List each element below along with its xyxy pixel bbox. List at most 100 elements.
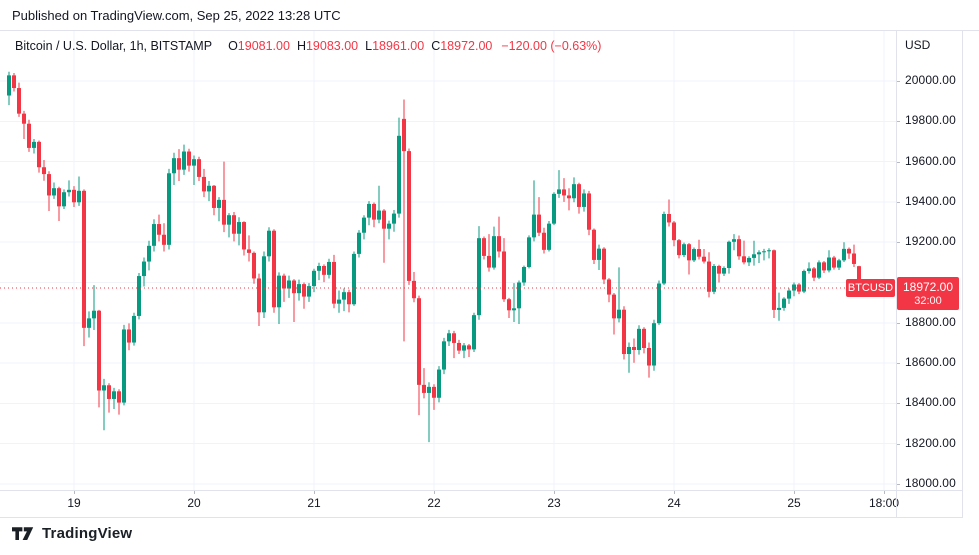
candle <box>607 278 611 303</box>
candle <box>247 235 251 262</box>
candle <box>387 220 391 240</box>
candle <box>577 182 581 214</box>
candle <box>377 185 381 224</box>
price-axis-tick <box>896 363 900 365</box>
candle <box>832 255 836 270</box>
chart-legend[interactable]: Bitcoin / U.S. Dollar, 1h, BITSTAMP O1908… <box>15 39 601 53</box>
candle <box>837 258 841 271</box>
candle <box>662 211 666 286</box>
candle <box>32 139 36 154</box>
candle <box>667 199 671 227</box>
candle <box>307 283 311 302</box>
price-axis-label: 19400.00 <box>905 193 956 208</box>
time-axis-label: 22 <box>427 496 441 510</box>
time-axis-label: 25 <box>787 496 801 510</box>
price-axis-label: 19800.00 <box>905 113 956 128</box>
candle <box>77 176 81 206</box>
candle <box>62 189 66 209</box>
price-axis-tick <box>896 161 900 163</box>
price-axis-label: 20000.00 <box>905 73 956 87</box>
candle <box>162 223 166 252</box>
candle <box>112 387 116 410</box>
price-axis-tick <box>896 242 900 244</box>
candle <box>777 292 781 321</box>
candle <box>342 288 346 312</box>
candle <box>242 221 246 256</box>
high-label: H <box>296 39 306 53</box>
price-axis[interactable]: USD 20000.00 19800.00 19600.00 19400.00 1920… <box>896 30 979 517</box>
time-axis-tick <box>314 490 315 494</box>
candle <box>822 260 826 274</box>
candle <box>227 213 231 238</box>
candle <box>357 230 361 258</box>
published-bar: Published on TradingView.com, Sep 25, 20… <box>0 0 979 30</box>
candle <box>352 251 356 306</box>
candle <box>167 168 171 250</box>
time-axis-tick <box>434 490 435 494</box>
change-value: −120.00 (−0.63%) <box>501 39 602 53</box>
candle <box>507 297 511 318</box>
candle <box>852 244 856 267</box>
candle <box>427 382 431 443</box>
candle <box>582 189 586 212</box>
candle <box>362 215 366 240</box>
candle <box>467 343 471 358</box>
candle <box>147 240 151 271</box>
candle <box>47 171 51 211</box>
candle <box>642 327 646 354</box>
candle <box>302 282 306 309</box>
candlestick-plot[interactable] <box>0 30 979 490</box>
price-axis-label: 19200.00 <box>905 234 956 249</box>
time-axis[interactable]: 19 20 21 22 23 24 25 18:00 <box>0 490 962 517</box>
candle <box>422 368 426 399</box>
price-axis-label: 18400.00 <box>905 395 956 410</box>
candle <box>127 323 131 351</box>
candle <box>22 110 26 140</box>
candle <box>272 229 276 313</box>
open-value: 19081.00 <box>237 39 290 53</box>
candle <box>567 188 571 211</box>
time-axis-tick <box>884 490 885 494</box>
price-axis-tick <box>896 443 900 445</box>
footer-brand[interactable]: TradingView <box>12 525 132 542</box>
candle <box>572 177 576 203</box>
candle <box>522 265 526 286</box>
candle <box>462 342 466 359</box>
candle <box>452 330 456 359</box>
candle <box>152 219 156 252</box>
candle <box>767 248 771 259</box>
candle <box>42 159 46 181</box>
candle <box>7 71 11 106</box>
tradingview-logo-icon <box>12 527 34 540</box>
candle <box>237 217 241 246</box>
candle <box>497 216 501 258</box>
candle <box>702 249 706 264</box>
candle <box>472 312 476 353</box>
candle <box>562 178 566 202</box>
candle <box>492 226 496 270</box>
time-axis-label: 21 <box>307 496 321 510</box>
candle <box>382 209 386 263</box>
candle <box>392 209 396 232</box>
candle <box>587 190 591 236</box>
candle <box>827 250 831 273</box>
candle <box>477 226 481 320</box>
candle <box>97 309 101 408</box>
candle <box>602 247 606 285</box>
candle <box>597 244 601 271</box>
candle <box>712 263 716 295</box>
candle <box>782 297 786 311</box>
candle <box>437 366 441 403</box>
candle <box>682 242 686 258</box>
candle <box>552 192 556 226</box>
candle <box>87 311 91 338</box>
candle <box>397 117 401 218</box>
bottom-frame-border <box>0 517 963 518</box>
candle <box>707 252 711 298</box>
axis-price-tag: 18972.00 32:00 <box>897 277 959 310</box>
candle <box>367 201 371 226</box>
candle <box>187 148 191 172</box>
price-axis-label: 18200.00 <box>905 435 956 450</box>
symbol-price-tag-label: BTCUSD <box>847 282 894 294</box>
time-axis-label: 20 <box>187 496 201 510</box>
